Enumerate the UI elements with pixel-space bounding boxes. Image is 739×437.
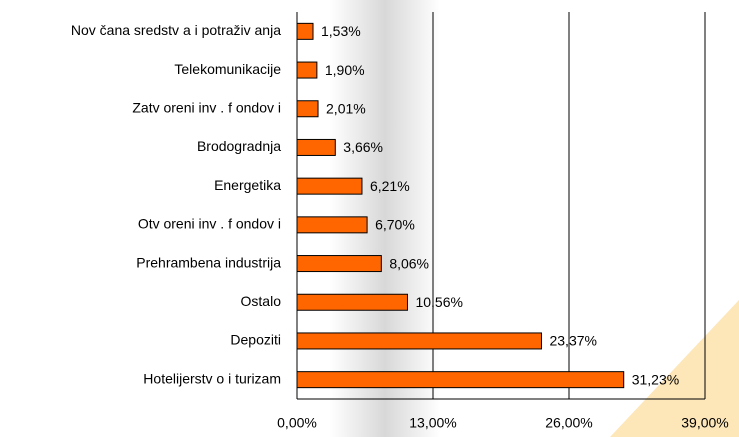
bar — [296, 216, 368, 234]
bar — [296, 371, 625, 389]
y-tick-label: Brodogradnja — [197, 138, 281, 154]
background-corner — [610, 300, 739, 437]
x-tick-label: 0,00% — [277, 415, 317, 431]
value-label: 6,70% — [375, 217, 415, 233]
value-label: 1,53% — [321, 23, 361, 39]
bar — [296, 177, 363, 195]
value-label: 10,56% — [415, 294, 462, 310]
bar — [296, 332, 542, 350]
y-tick-label: Nov čana sredstv a i potraživ anja — [71, 22, 281, 38]
value-label: 8,06% — [389, 255, 429, 271]
value-label: 6,21% — [370, 178, 410, 194]
y-tick-label: Telekomunikacije — [174, 61, 281, 77]
value-label: 1,90% — [325, 62, 365, 78]
y-tick-label: Ostalo — [241, 293, 282, 309]
y-tick-label: Depoziti — [230, 332, 281, 348]
value-label: 3,66% — [343, 139, 383, 155]
y-tick-label: Prehrambena industrija — [136, 254, 281, 270]
y-tick-label: Otv oreni inv . f ondov i — [138, 216, 281, 232]
y-tick-label: Energetika — [214, 177, 281, 193]
bar — [296, 61, 318, 79]
y-tick-label: Hotelijerstv o i turizam — [143, 370, 281, 386]
bar — [296, 138, 336, 156]
x-tick-label: 13,00% — [409, 415, 456, 431]
bar — [296, 255, 382, 273]
bar — [296, 22, 314, 40]
value-label: 31,23% — [632, 371, 679, 387]
x-tick-label: 39,00% — [681, 415, 728, 431]
value-label: 2,01% — [326, 100, 366, 116]
bar — [296, 293, 408, 311]
x-tick-label: 26,00% — [545, 415, 592, 431]
y-tick-label: Zatv oreni inv . f ondov i — [132, 99, 281, 115]
bar — [296, 100, 319, 118]
value-label: 23,37% — [549, 333, 596, 349]
